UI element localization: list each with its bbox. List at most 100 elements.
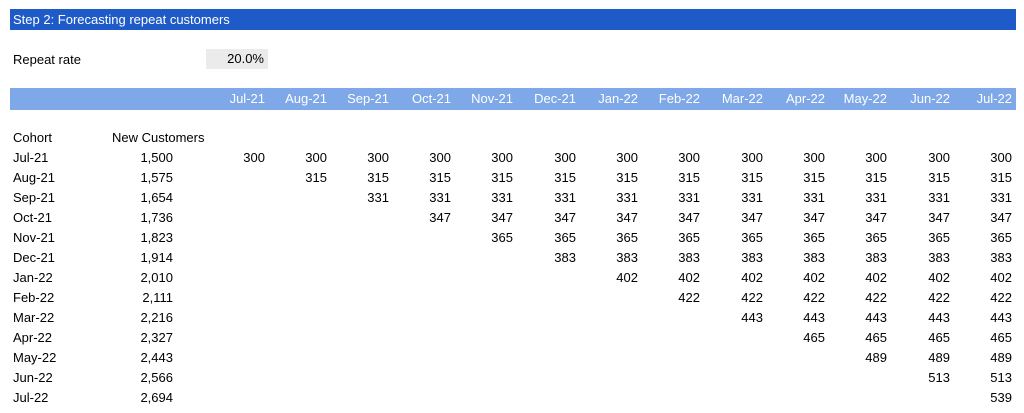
repeat-customers-cell: 443 xyxy=(803,310,825,325)
repeat-rate-input[interactable]: 20.0% xyxy=(206,49,268,69)
repeat-customers-cell: 539 xyxy=(990,390,1012,405)
repeat-customers-cell: 422 xyxy=(990,290,1012,305)
repeat-customers-cell: 315 xyxy=(678,170,700,185)
repeat-customers-cell: 383 xyxy=(990,250,1012,265)
cohort-name: Sep-21 xyxy=(13,190,55,205)
repeat-customers-cell: 383 xyxy=(803,250,825,265)
month-header-dec-21: Dec-21 xyxy=(534,91,576,106)
repeat-customers-cell: 315 xyxy=(554,170,576,185)
repeat-customers-cell: 315 xyxy=(865,170,887,185)
cohort-row: Nov-21 1,823 365 365 365 365 365 365 365 365 365 xyxy=(0,228,1024,248)
cohort-row: Mar-22 2,216 443 443 443 443 443 xyxy=(0,308,1024,328)
repeat-customers-cell: 465 xyxy=(990,330,1012,345)
repeat-customers-cell: 383 xyxy=(678,250,700,265)
month-header-jul-22: Jul-22 xyxy=(976,91,1012,106)
month-header-aug-21: Aug-21 xyxy=(285,91,327,106)
repeat-customers-cell: 489 xyxy=(990,350,1012,365)
repeat-customers-cell: 347 xyxy=(491,210,513,225)
cohort-row: Jul-22 2,694 539 xyxy=(0,388,1024,408)
repeat-customers-cell: 315 xyxy=(429,170,451,185)
repeat-customers-cell: 331 xyxy=(491,190,513,205)
month-header-row: Jul-21 Aug-21 Sep-21 Oct-21 Nov-21 Dec-21 Jan-… xyxy=(10,88,1016,110)
repeat-customers-cell: 443 xyxy=(741,310,763,325)
cohort-row: Jul-21 1,500 300 300 300 300 300 300 300 300 300 30… xyxy=(0,148,1024,168)
new-customers-value: 2,216 xyxy=(140,310,173,325)
month-header-jan-22: Jan-22 xyxy=(598,91,638,106)
repeat-customers-cell: 347 xyxy=(990,210,1012,225)
repeat-customers-cell: 331 xyxy=(990,190,1012,205)
cohort-row: Apr-22 2,327 465 465 465 465 xyxy=(0,328,1024,348)
cohort-name: Feb-22 xyxy=(13,290,55,305)
repeat-customers-cell: 315 xyxy=(990,170,1012,185)
repeat-customers-cell: 365 xyxy=(865,230,887,245)
repeat-customers-cell: 402 xyxy=(990,270,1012,285)
repeat-customers-cell: 383 xyxy=(928,250,950,265)
repeat-customers-cell: 443 xyxy=(865,310,887,325)
repeat-customers-cell: 315 xyxy=(616,170,638,185)
month-header-nov-21: Nov-21 xyxy=(471,91,513,106)
new-customers-value: 2,327 xyxy=(140,330,173,345)
new-customers-value: 1,500 xyxy=(140,150,173,165)
month-header-oct-21: Oct-21 xyxy=(411,91,451,106)
cohort-name: May-22 xyxy=(13,350,57,365)
cohort-name: Jul-21 xyxy=(13,150,49,165)
month-header-mar-22: Mar-22 xyxy=(721,91,763,106)
new-customers-value: 1,914 xyxy=(140,250,173,265)
cohort-row: Jun-22 2,566 513 513 xyxy=(0,368,1024,388)
cohort-row: May-22 2,443 489 489 489 xyxy=(0,348,1024,368)
repeat-customers-cell: 300 xyxy=(803,150,825,165)
repeat-customers-cell: 489 xyxy=(865,350,887,365)
repeat-customers-cell: 300 xyxy=(554,150,576,165)
cohort-column-header: Cohort xyxy=(13,130,53,145)
month-header-apr-22: Apr-22 xyxy=(785,91,825,106)
month-header-feb-22: Feb-22 xyxy=(658,91,700,106)
repeat-customers-cell: 383 xyxy=(741,250,763,265)
month-header-jun-22: Jun-22 xyxy=(910,91,950,106)
cohort-name: Oct-21 xyxy=(13,210,53,225)
repeat-customers-cell: 300 xyxy=(243,150,265,165)
new-customers-column-header: New Customers xyxy=(112,130,205,145)
repeat-customers-cell: 365 xyxy=(554,230,576,245)
repeat-customers-cell: 402 xyxy=(928,270,950,285)
repeat-rate-label: Repeat rate xyxy=(13,52,81,67)
repeat-customers-cell: 347 xyxy=(554,210,576,225)
cohort-name: Dec-21 xyxy=(13,250,55,265)
repeat-customers-cell: 300 xyxy=(429,150,451,165)
cohort-name: Jul-22 xyxy=(13,390,49,405)
repeat-customers-cell: 347 xyxy=(616,210,638,225)
new-customers-value: 2,443 xyxy=(140,350,173,365)
cohort-row: Dec-21 1,914 383 383 383 383 383 383 383 383 xyxy=(0,248,1024,268)
new-customers-value: 1,575 xyxy=(140,170,173,185)
repeat-customers-cell: 402 xyxy=(678,270,700,285)
cohort-row: Feb-22 2,111 422 422 422 422 422 422 xyxy=(0,288,1024,308)
cohort-name: Jan-22 xyxy=(13,270,53,285)
repeat-customers-cell: 365 xyxy=(616,230,638,245)
repeat-customers-cell: 347 xyxy=(928,210,950,225)
cohort-row: Aug-21 1,575 315 315 315 315 315 315 315 315 315 31… xyxy=(0,168,1024,188)
repeat-customers-cell: 383 xyxy=(865,250,887,265)
repeat-customers-cell: 300 xyxy=(990,150,1012,165)
repeat-customers-cell: 331 xyxy=(616,190,638,205)
repeat-customers-cell: 365 xyxy=(678,230,700,245)
repeat-customers-cell: 300 xyxy=(865,150,887,165)
repeat-customers-cell: 513 xyxy=(928,370,950,385)
repeat-customers-cell: 365 xyxy=(741,230,763,245)
repeat-customers-cell: 315 xyxy=(741,170,763,185)
repeat-customers-cell: 513 xyxy=(990,370,1012,385)
repeat-customers-cell: 347 xyxy=(678,210,700,225)
repeat-customers-cell: 300 xyxy=(678,150,700,165)
repeat-customers-cell: 489 xyxy=(928,350,950,365)
repeat-customers-cell: 465 xyxy=(865,330,887,345)
repeat-customers-cell: 365 xyxy=(990,230,1012,245)
repeat-customers-cell: 300 xyxy=(741,150,763,165)
repeat-customers-cell: 422 xyxy=(865,290,887,305)
new-customers-value: 2,010 xyxy=(140,270,173,285)
repeat-customers-cell: 402 xyxy=(741,270,763,285)
repeat-customers-cell: 465 xyxy=(928,330,950,345)
repeat-customers-cell: 465 xyxy=(803,330,825,345)
cohort-row: Sep-21 1,654 331 331 331 331 331 331 331 331 331 33… xyxy=(0,188,1024,208)
month-header-may-22: May-22 xyxy=(843,91,887,106)
cohort-name: Nov-21 xyxy=(13,230,55,245)
repeat-customers-cell: 331 xyxy=(678,190,700,205)
new-customers-value: 2,694 xyxy=(140,390,173,405)
